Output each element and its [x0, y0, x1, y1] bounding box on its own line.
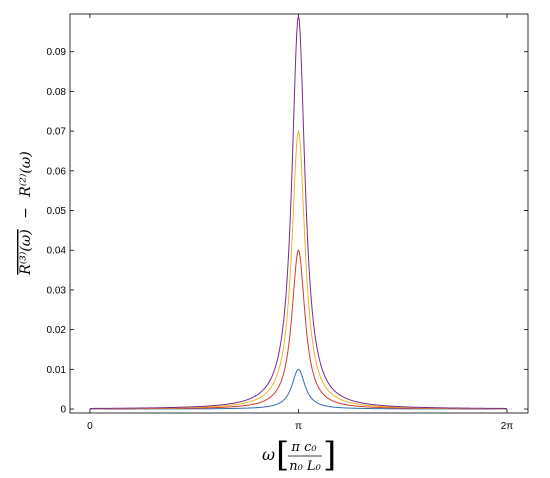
y-tick-label: 0.02 [47, 325, 67, 336]
y-label-term2: R⁽²⁾(ω) [18, 151, 34, 197]
x-label-unit-denominator: n₀ L₀ [289, 459, 321, 474]
x-label-symbol: ω [262, 445, 275, 464]
x-axis-label: ω [ π c₀ n₀ L₀ ] [262, 435, 336, 475]
series-group [89, 15, 507, 410]
y-label-operator: − [18, 207, 34, 219]
y-tick-label: 0.09 [47, 47, 67, 58]
series-line-4 [89, 15, 507, 409]
x-tick-label: 2π [501, 421, 514, 432]
x-label-bracket-right: ] [323, 435, 336, 475]
plot-frame [69, 13, 529, 414]
series-line-2 [89, 249, 507, 410]
y-label-term1: R⁽³⁾(ω) [18, 229, 34, 275]
y-tick-label: 0.07 [47, 127, 67, 138]
x-tick-label: π [295, 421, 302, 432]
y-tick-label: 0.03 [47, 285, 67, 296]
x-tick-label: 0 [87, 421, 93, 432]
y-tick-label: 0.05 [47, 206, 67, 217]
y-tick-label: 0.06 [47, 166, 67, 177]
x-axis-ticks: 0 π 2π [87, 14, 513, 432]
x-label-bracket-left: [ [276, 435, 289, 475]
series-line-1 [89, 368, 507, 410]
svg-text:R⁽³⁾(ω) − R⁽²⁾(ω): R⁽³⁾(ω) − R⁽²⁾(ω) [18, 151, 34, 275]
y-tick-label: 0.04 [47, 246, 67, 257]
series-line-3 [89, 129, 507, 410]
y-tick-label: 0 [60, 405, 66, 416]
y-tick-label: 0.01 [47, 365, 67, 376]
y-axis-ticks: 0 0.01 0.02 0.03 0.04 0.05 0.06 0.07 0.08 0.09 [47, 47, 528, 416]
y-tick-label: 0.08 [47, 87, 67, 98]
y-axis-label: R⁽³⁾(ω) − R⁽²⁾(ω) [18, 151, 34, 275]
x-label-unit-numerator: π c₀ [290, 440, 317, 455]
